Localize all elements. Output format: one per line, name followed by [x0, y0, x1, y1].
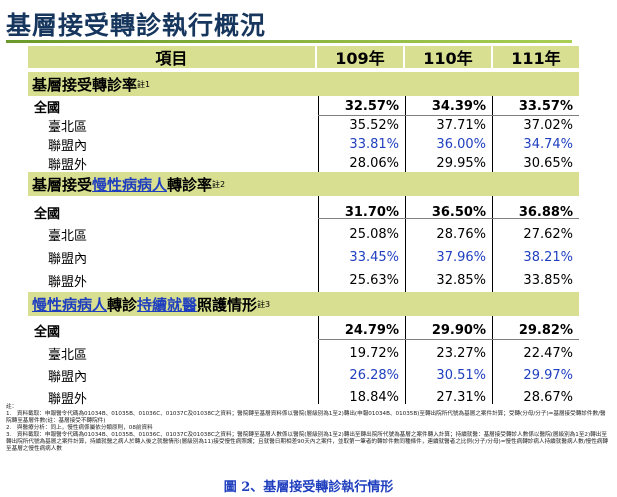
row-divider: [318, 218, 579, 219]
column-divider: [318, 316, 319, 404]
column-divider: [492, 316, 493, 404]
header-item: 項目: [155, 49, 188, 68]
note-marker: 註2: [212, 179, 226, 189]
footnote-1: 1. 資料截取：申報醫令代碼為01034B、01035B、01036C、0103…: [6, 411, 606, 424]
highlight-continuous-care: 持續就醫: [137, 295, 198, 314]
column-divider: [405, 96, 406, 172]
table-row: 臺北區 19.72% 23.27% 22.47%: [48, 346, 573, 363]
figure-caption: 圖 2、基層接受轉診執行情形: [223, 480, 394, 495]
table-row: 聯盟外 25.63% 32.85% 33.85%: [48, 273, 573, 290]
table-row: 全國 31.70% 36.50% 36.88%: [34, 205, 573, 222]
column-divider: [405, 196, 406, 292]
table-row: 臺北區 35.52% 37.71% 37.02%: [48, 118, 573, 135]
header-111: 111年: [511, 49, 561, 68]
section-referral-rate: 基層接受轉診率 註1: [28, 72, 579, 96]
header-109: 109年: [335, 49, 385, 68]
table-row: 全國 24.79% 29.90% 29.82%: [34, 323, 573, 340]
table-row: 臺北區 25.08% 28.76% 27.62%: [48, 227, 573, 244]
table-row: 聯盟內 33.45% 37.96% 38.21%: [48, 250, 573, 267]
column-divider: [492, 196, 493, 292]
highlight-chronic-patients: 慢性病病人: [32, 295, 108, 314]
highlight-chronic-patients: 慢性病病人: [92, 175, 168, 194]
note-marker: 註3: [257, 299, 271, 309]
section-title: 基層接受轉診率: [32, 75, 138, 94]
table-row: 聯盟內 33.81% 36.00% 34.74%: [48, 137, 573, 154]
footnote-3: 3. 資料截取：申報醫令代碼為01034B、01035B、01036C、0103…: [6, 432, 608, 452]
column-divider: [318, 96, 319, 172]
title-divider: [6, 40, 572, 43]
table-row: 全國 32.57% 34.39% 33.57%: [34, 99, 573, 116]
column-divider: [318, 196, 319, 292]
table-header: 項目 109年 110年 111年: [28, 46, 579, 68]
column-divider: [405, 316, 406, 404]
table-row: 聯盟內 26.28% 30.51% 29.97%: [48, 368, 573, 385]
footnotes: 註： 1. 資料截取：申報醫令代碼為01034B、01035B、01036C、0…: [6, 404, 611, 453]
footnote-2: 2. 與醫療分析：同上，慢性病係屬依分類原則，08前資料: [6, 425, 153, 431]
footnote-head: 註：: [6, 404, 18, 410]
column-divider: [492, 96, 493, 172]
table-row: 聯盟外 28.06% 29.95% 30.65%: [48, 156, 573, 173]
row-divider: [318, 115, 579, 116]
header-110: 110年: [423, 49, 473, 68]
row-divider: [318, 339, 579, 340]
note-marker: 註1: [137, 79, 151, 89]
page-title: 基層接受轉診執行概況: [6, 11, 267, 40]
table-row: 聯盟外 18.84% 27.31% 28.67%: [48, 390, 573, 407]
section-continuous-care: 慢性病病人 轉診 持續就醫 照護情形 註3: [28, 292, 579, 316]
section-chronic-referral-rate: 基層接受 慢性病病人 轉診率 註2: [28, 172, 579, 196]
